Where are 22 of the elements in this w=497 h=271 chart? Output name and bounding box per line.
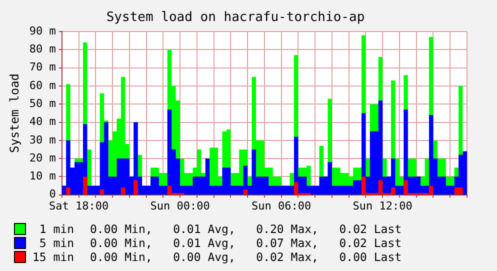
y-tick-label: 0: [49, 188, 56, 201]
text: 0.00 Min, 0.01 Avg, 0.20 Max, 0.02 Last: [90, 222, 402, 236]
y-tick-label: 40 m: [29, 115, 56, 128]
y-tick-label: 80 m: [29, 42, 56, 56]
y-axis-title: System load: [7, 73, 22, 153]
legend-label: 5 min: [38, 236, 74, 250]
y-tick-label: 70 m: [29, 60, 56, 74]
x-tick-label: Sun 00:00: [150, 199, 210, 212]
legend-label: 1 min: [38, 222, 74, 236]
y-tick-label: 60 m: [29, 78, 56, 92]
y-tick-label: 20 m: [29, 151, 56, 164]
legend-label: 15 min: [31, 250, 74, 264]
text: 0.00 Min, 0.00 Avg, 0.02 Max, 0.00 Last: [90, 250, 402, 264]
y-tick-label: 90 m: [29, 24, 56, 38]
x-tick-label: Sat 18:00: [48, 199, 109, 212]
chart-title: System load on hacrafu-torchio-ap: [106, 10, 365, 26]
x-tick-label: Sun 06:00: [252, 199, 312, 212]
y-tick-label: 50 m: [29, 96, 56, 110]
y-tick-label: 10 m: [29, 170, 56, 183]
y-tick-label: 30 m: [29, 133, 56, 146]
text: 0.00 Min, 0.01 Avg, 0.07 Max, 0.02 Last: [90, 236, 402, 250]
x-tick-label: Sun 12:00: [352, 199, 412, 212]
